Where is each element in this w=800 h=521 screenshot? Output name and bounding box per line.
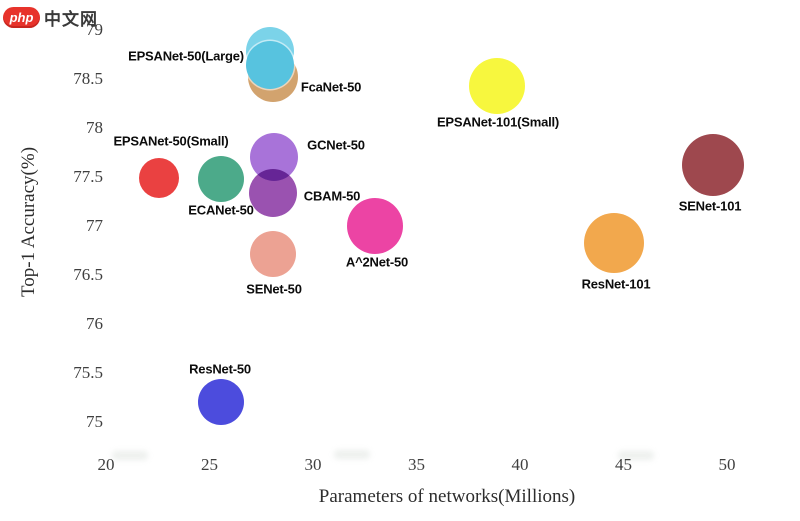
label-resnet-101: ResNet-101 bbox=[581, 276, 651, 292]
y-axis-title: Top-1 Accuracy(%) bbox=[18, 146, 39, 298]
bubble-epsanet-50-small bbox=[138, 157, 179, 198]
label-resnet-50: ResNet-50 bbox=[189, 361, 251, 377]
label-senet-50: SENet-50 bbox=[246, 281, 302, 297]
label-senet-101: SENet-101 bbox=[678, 198, 742, 214]
label-epsanet-50-small: EPSANet-50(Small) bbox=[113, 133, 229, 149]
label-a-2net-50: A^2Net-50 bbox=[345, 254, 409, 270]
site-logo-text: 中文网 bbox=[44, 10, 98, 29]
bubble-ecanet-50 bbox=[198, 155, 245, 202]
bubble-senet-101 bbox=[682, 134, 745, 197]
y-tick-label-75: 75 bbox=[86, 412, 103, 431]
label-epsanet-50-large: EPSANet-50(Large) bbox=[128, 48, 244, 64]
php-logo-badge: php bbox=[3, 7, 40, 28]
label-ecanet-50: ECANet-50 bbox=[188, 202, 254, 218]
bubble-a-2net-50 bbox=[347, 198, 404, 254]
y-tick-label-79: 79 bbox=[86, 20, 103, 39]
bubble-epsanet-101-small bbox=[469, 57, 526, 114]
watermark-smudge bbox=[618, 451, 654, 460]
x-tick-label-20: 20 bbox=[97, 455, 115, 474]
bubble-epsanet-50-large bbox=[245, 41, 294, 90]
bubble-cbam-50 bbox=[249, 168, 298, 217]
site-logo[interactable]: php 中文网 bbox=[3, 5, 98, 30]
y-tick-label-76: 76 bbox=[86, 314, 103, 333]
bubble-resnet-50 bbox=[198, 379, 245, 426]
x-tick-label-30: 30 bbox=[304, 455, 322, 474]
watermark-smudge bbox=[112, 451, 148, 460]
label-fcanet-50: FcaNet-50 bbox=[300, 79, 362, 95]
label-gcnet-50: GCNet-50 bbox=[307, 137, 365, 153]
y-tick-label-78.5: 78.5 bbox=[73, 69, 103, 88]
x-axis-title: Parameters of networks(Millions) bbox=[318, 486, 576, 507]
y-tick-label-75.5: 75.5 bbox=[73, 363, 103, 382]
x-tick-label-50: 50 bbox=[718, 455, 736, 474]
label-cbam-50: CBAM-50 bbox=[303, 188, 361, 204]
x-tick-label-45: 45 bbox=[615, 455, 632, 474]
watermark-smudge bbox=[334, 450, 370, 459]
y-tick-label-77.5: 77.5 bbox=[73, 167, 103, 186]
y-tick-label-76.5: 76.5 bbox=[73, 265, 103, 284]
label-epsanet-101-small: EPSANet-101(Small) bbox=[436, 114, 560, 130]
x-tick-label-25: 25 bbox=[201, 455, 218, 474]
y-tick-label-77: 77 bbox=[86, 216, 103, 235]
x-tick-label-40: 40 bbox=[511, 455, 529, 474]
x-tick-label-35: 35 bbox=[408, 455, 425, 474]
y-tick-label-78: 78 bbox=[86, 118, 103, 137]
bubble-resnet-101 bbox=[584, 212, 645, 273]
bubble-senet-50 bbox=[250, 231, 297, 278]
